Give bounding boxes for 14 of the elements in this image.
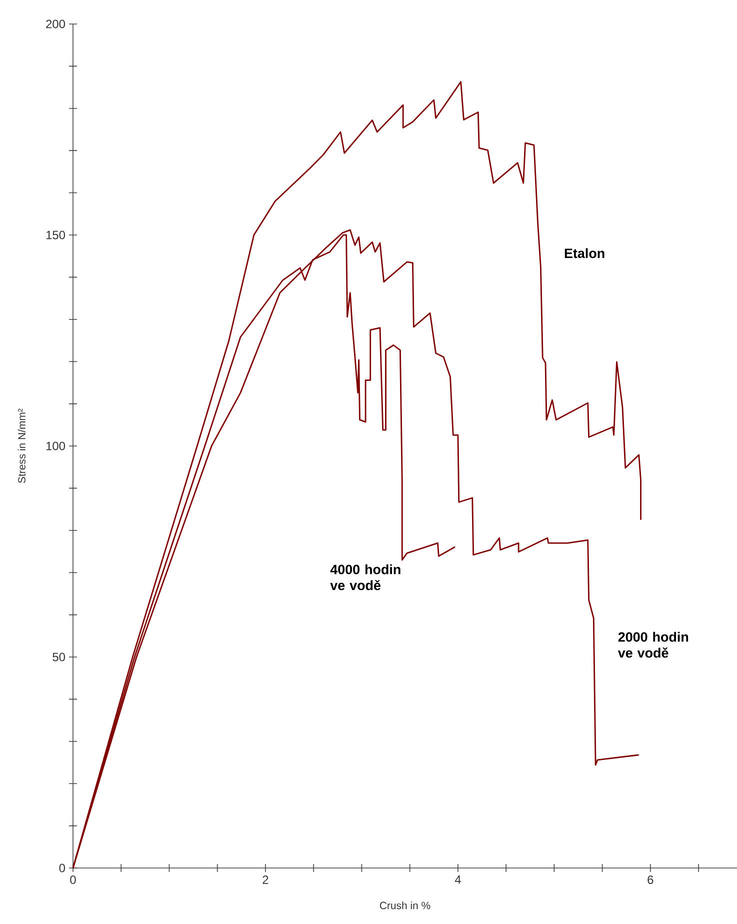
y-tick-label: 150 [46,230,65,240]
y-axis-title: Stress in N/mm² [18,408,26,484]
y-tick-label: 100 [46,442,65,450]
x-tick-label: 0 [70,876,76,884]
y-tick-label: 0 [59,864,65,872]
x-tick-label: 4 [454,876,461,884]
x-tick-label: 2 [262,876,268,884]
x-axis-title: Crush in % [380,902,430,910]
series-label: Etalon [564,248,604,258]
x-tick-label: 6 [647,876,653,884]
y-tick-label: 50 [52,652,65,662]
series-label: 4000 hodin ve vodě [330,564,400,590]
series-label: 2000 hodin ve vodě [618,632,688,658]
y-tick-label: 200 [46,20,65,28]
